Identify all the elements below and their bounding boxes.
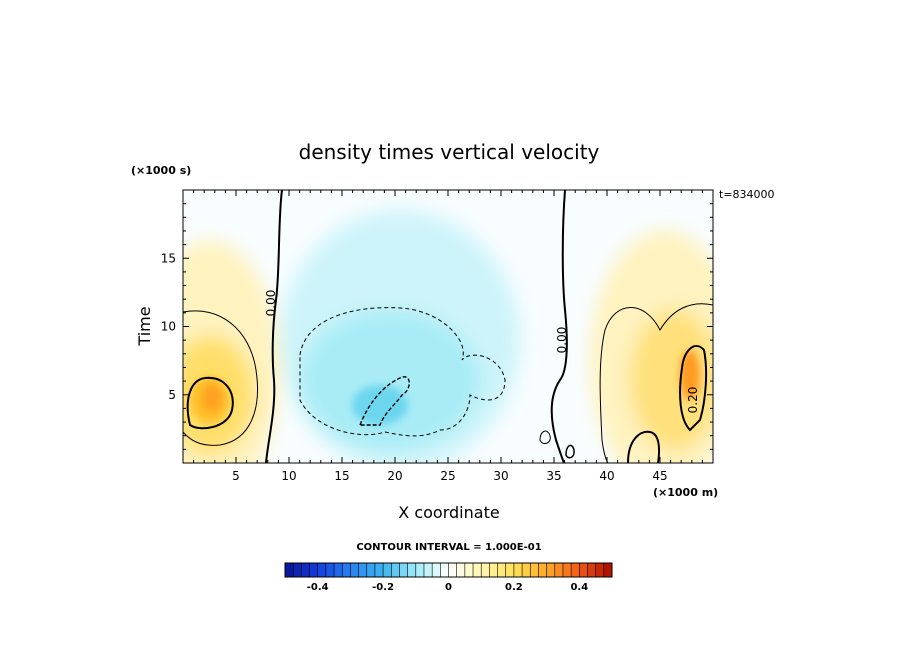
x-tick-label: 10 [281,469,296,483]
x-tick-label: 20 [387,469,402,483]
positive-region [630,310,713,450]
colorbar-cell [309,563,318,577]
negative-contour [299,307,506,437]
colorbar-tick-label: 0 [445,582,452,593]
colorbar-cell [440,563,449,577]
contour-label: 0.00 [555,327,569,354]
colorbar-cell [415,563,425,577]
colorbar-cell [603,563,613,577]
colorbar-cell [579,563,588,577]
zero-contour [550,190,568,463]
colorbar-cell [571,563,580,577]
x-tick-label: 30 [493,469,508,483]
colorbar-cell [554,563,564,577]
colorbar-cell [334,563,343,577]
negative-core [352,385,408,425]
x-tick-label: 15 [334,469,349,483]
colorbar-cell [587,563,596,577]
colorbar-cell [399,563,408,577]
colorbar-cell [530,563,539,577]
colorbar-cell [562,563,572,577]
colorbar-cell [350,563,359,577]
colorbar-tick-label: -0.4 [307,582,329,593]
colorbar-cell [383,563,392,577]
colorbar-cell [342,563,351,577]
x-tick-label: 35 [546,469,561,483]
colorbar-cell [473,563,482,577]
colorbar-cell [448,563,457,577]
colorbar-frame [284,562,613,578]
y-tick-label: 5 [168,388,176,402]
colorbar-cell [325,563,335,577]
x-axis-label: X coordinate [398,503,499,522]
positive-contour [186,376,234,430]
positive-core [202,384,222,412]
contour-label: 0.20 [686,387,700,414]
heatmap-field: 0.00 0.00 0.20 [183,190,713,463]
colorbar-cell [366,563,376,577]
colorbar-cell [301,563,310,577]
colorbar-cell [423,563,433,577]
time-stamp: t=834000 [719,188,775,201]
colorbar-cell [497,563,507,577]
colorbar-tick-label: 0.4 [570,582,588,593]
y-tick-label: 10 [161,320,176,334]
positive-contour [679,345,708,432]
colorbar-cell [374,563,384,577]
positive-contour [599,303,713,463]
colorbar-cell [538,563,547,577]
x-tick-label: 5 [232,469,240,483]
colorbar-cell [464,563,474,577]
negative-region [300,310,480,450]
colorbar-cell [391,563,400,577]
chart-title: density times vertical velocity [299,140,600,164]
colorbar-cell [317,563,327,577]
contour-label: 0.00 [264,290,278,317]
colorbar-cell [481,563,490,577]
y-unit-label: (×1000 s) [131,164,191,177]
colorbar-cell [285,563,294,577]
x-tick-label: 25 [440,469,455,483]
y-tick-label: 15 [161,251,176,265]
positive-contour [539,430,551,444]
colorbar-cell [489,563,498,577]
colorbar-cell [513,563,523,577]
colorbar-cell [546,563,556,577]
x-unit-label: (×1000 m) [653,486,718,499]
zero-contour [265,190,283,463]
y-axis-label: Time [135,306,154,346]
colorbar-tick-label: 0.2 [505,582,523,593]
contour-interval-label: CONTOUR INTERVAL = 1.000E-01 [356,542,541,553]
negative-contour [358,376,410,426]
colorbar-cell [432,563,441,577]
colorbar-cell [522,563,531,577]
colorbar-cell [407,563,417,577]
positive-core [680,350,700,400]
colorbar-cell [293,563,302,577]
positive-contour [627,430,660,463]
colorbar-cell [505,563,515,577]
x-tick-label: 45 [652,469,667,483]
x-tick-label: 40 [599,469,614,483]
colorbar-cell [595,563,605,577]
axes: 5 10 15 20 25 30 35 40 45 5 10 15 [161,189,714,483]
colorbar-cell [456,563,466,577]
positive-contour [565,444,575,459]
colorbar-cell [358,563,368,577]
colorbar: -0.4 -0.2 0 0.2 0.4 [284,562,613,593]
positive-contour [183,310,258,446]
colorbar-tick-label: -0.2 [372,582,394,593]
